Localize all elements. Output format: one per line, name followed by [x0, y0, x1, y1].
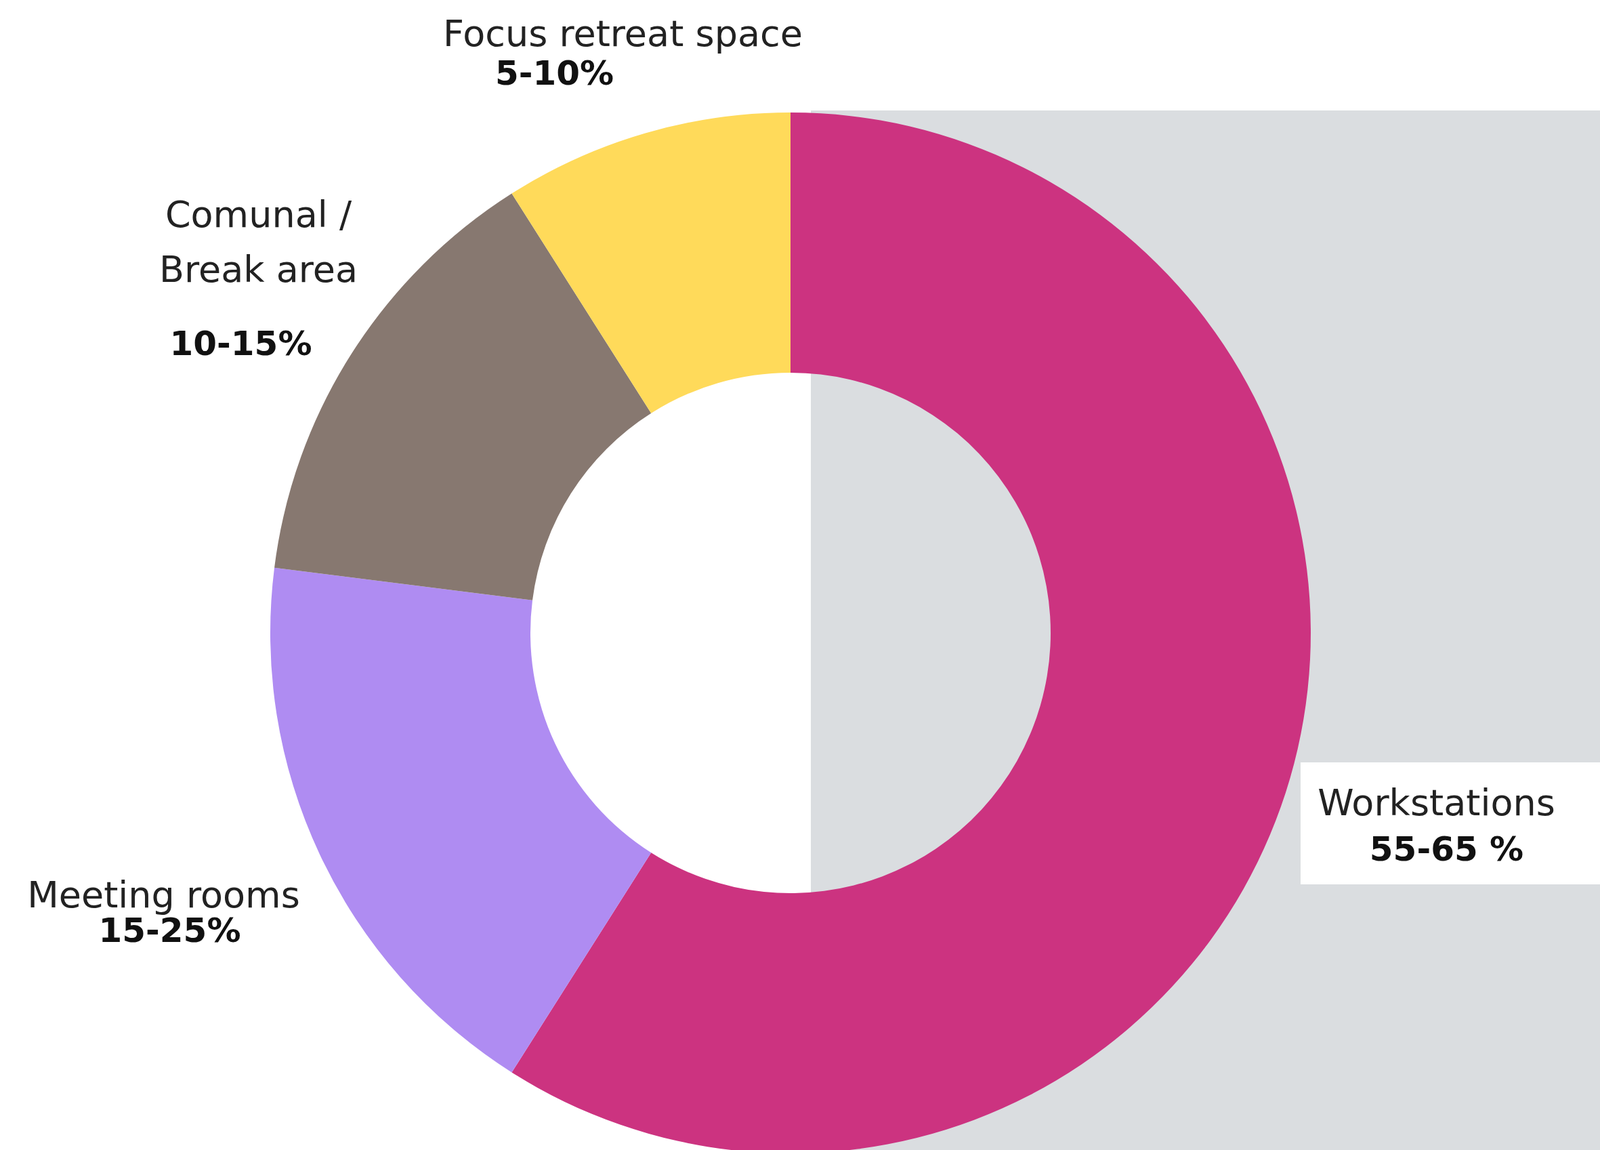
svg-text:15-25%: 15-25%	[98, 910, 241, 950]
svg-text:Focus retreat space: Focus retreat space	[443, 12, 803, 55]
svg-text:Comunal /Break area: Comunal /Break area	[159, 193, 358, 291]
svg-text:5-10%: 5-10%	[495, 53, 614, 93]
svg-text:Workstations: Workstations	[1317, 781, 1556, 824]
svg-text:10-15%: 10-15%	[169, 323, 312, 364]
svg-text:Meeting rooms: Meeting rooms	[27, 873, 301, 917]
svg-text:55-65 %: 55-65 %	[1369, 829, 1524, 869]
